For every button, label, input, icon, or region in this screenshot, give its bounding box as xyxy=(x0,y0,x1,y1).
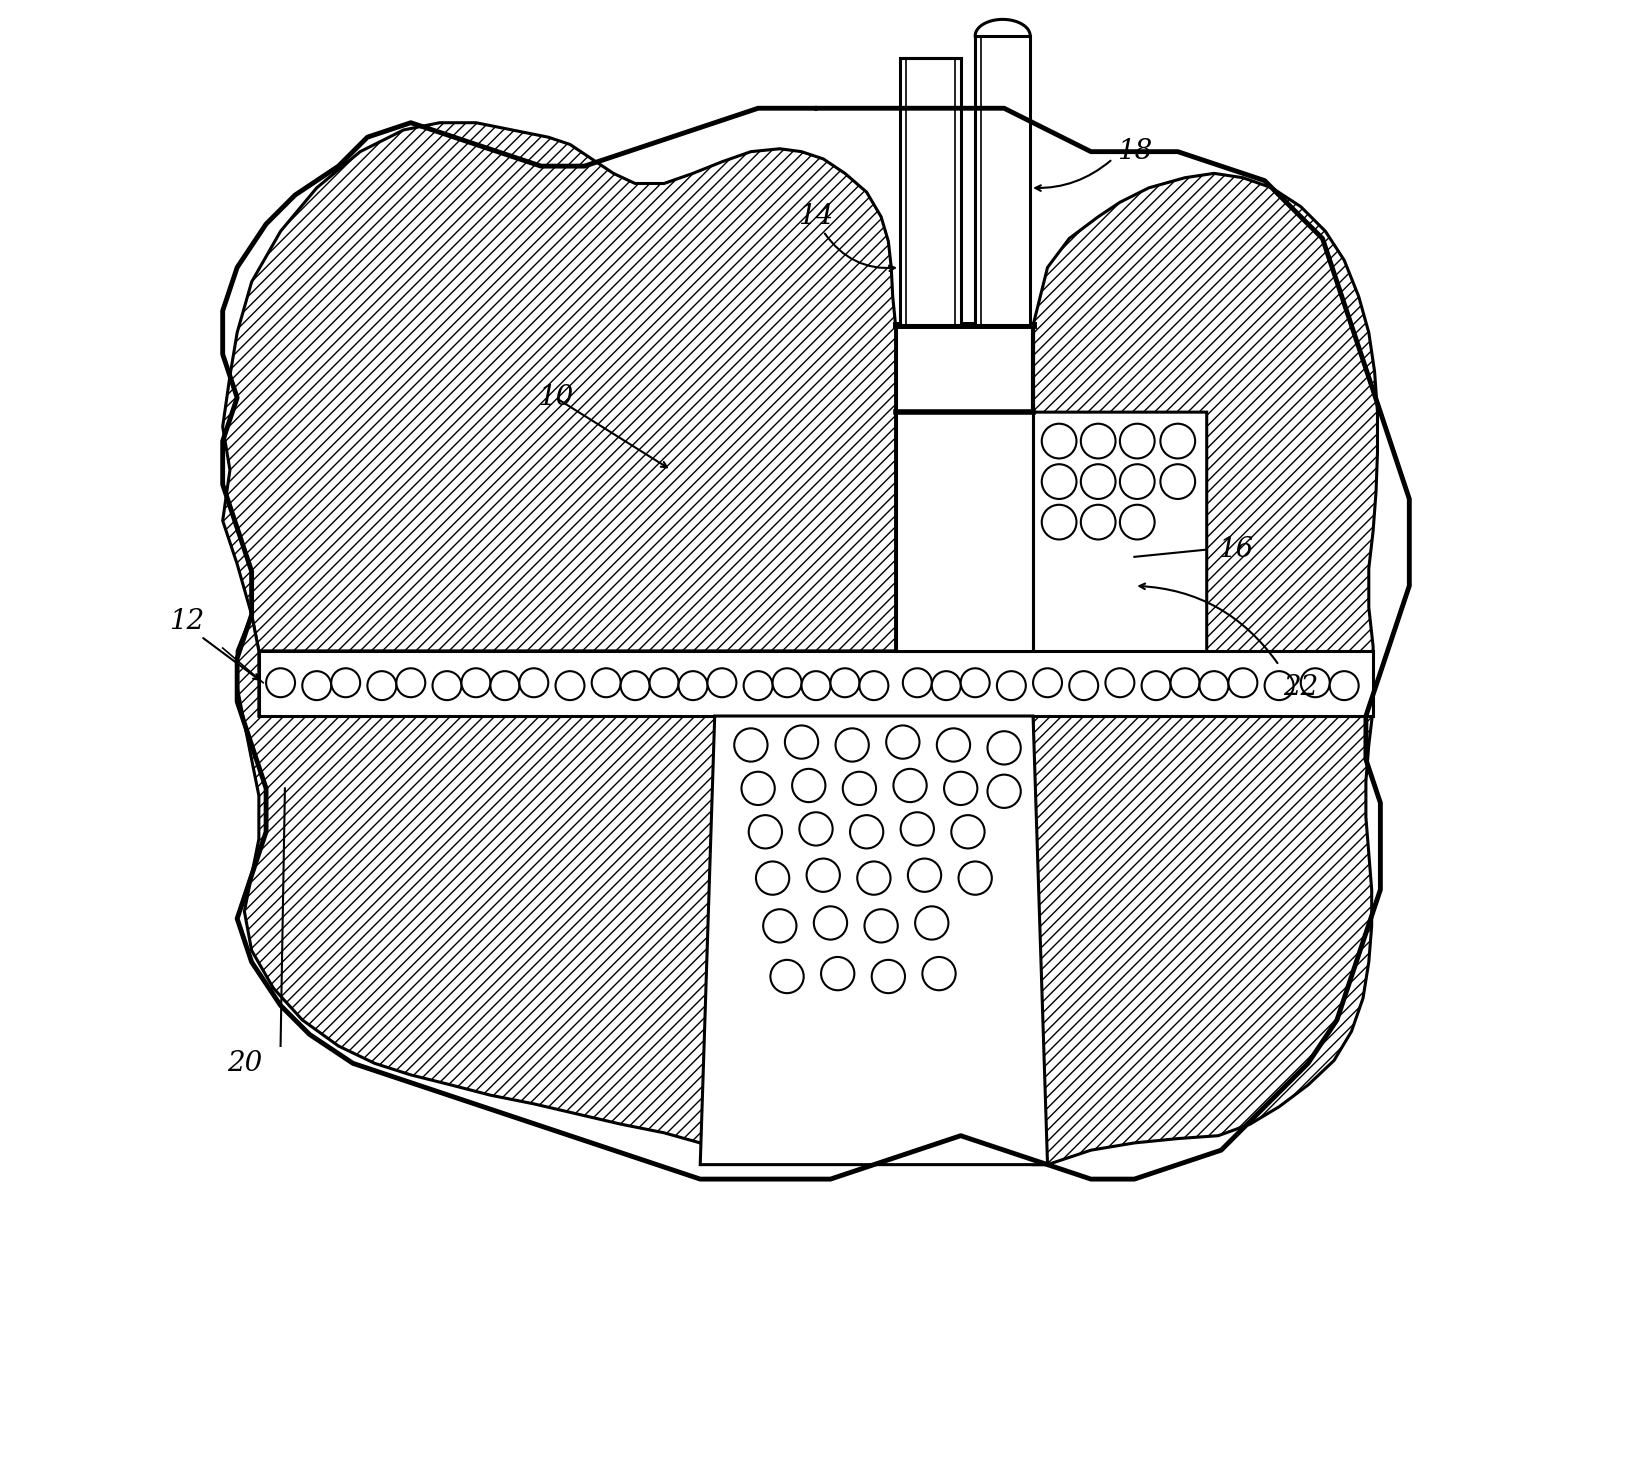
Circle shape xyxy=(831,668,860,697)
Polygon shape xyxy=(1033,174,1377,716)
Text: 10: 10 xyxy=(539,384,573,411)
Circle shape xyxy=(1120,504,1154,539)
Circle shape xyxy=(987,774,1020,808)
Circle shape xyxy=(958,862,992,894)
Circle shape xyxy=(772,668,801,697)
Circle shape xyxy=(922,957,956,991)
Circle shape xyxy=(397,668,426,697)
Circle shape xyxy=(555,671,584,700)
Circle shape xyxy=(764,909,796,942)
Polygon shape xyxy=(222,108,1410,1179)
Circle shape xyxy=(902,668,932,697)
Polygon shape xyxy=(896,326,1033,652)
Circle shape xyxy=(1041,465,1077,500)
Circle shape xyxy=(490,671,519,700)
Circle shape xyxy=(302,671,331,700)
Circle shape xyxy=(331,668,361,697)
Circle shape xyxy=(1301,668,1330,697)
Circle shape xyxy=(792,768,826,802)
Circle shape xyxy=(1120,424,1154,459)
Circle shape xyxy=(679,671,707,700)
Circle shape xyxy=(1160,424,1195,459)
Circle shape xyxy=(785,726,818,758)
Circle shape xyxy=(850,815,883,849)
Text: 22: 22 xyxy=(1283,674,1319,701)
Circle shape xyxy=(462,668,490,697)
Circle shape xyxy=(842,771,876,805)
Text: 12: 12 xyxy=(168,608,204,636)
Circle shape xyxy=(650,668,679,697)
Circle shape xyxy=(801,671,831,700)
Circle shape xyxy=(951,815,984,849)
Text: 18: 18 xyxy=(1116,139,1152,165)
Circle shape xyxy=(997,671,1027,700)
Circle shape xyxy=(1200,671,1229,700)
Polygon shape xyxy=(237,615,715,1164)
Circle shape xyxy=(916,906,948,939)
Circle shape xyxy=(756,862,790,894)
Circle shape xyxy=(893,768,927,802)
Polygon shape xyxy=(976,37,1030,326)
Circle shape xyxy=(707,668,736,697)
Circle shape xyxy=(987,730,1020,764)
Circle shape xyxy=(519,668,548,697)
Circle shape xyxy=(1160,465,1195,500)
Circle shape xyxy=(1041,424,1077,459)
Circle shape xyxy=(1033,668,1062,697)
Circle shape xyxy=(857,862,891,894)
Circle shape xyxy=(937,729,969,761)
Circle shape xyxy=(1041,504,1077,539)
Text: 14: 14 xyxy=(798,203,834,231)
Circle shape xyxy=(1229,668,1257,697)
Circle shape xyxy=(943,771,978,805)
Circle shape xyxy=(749,815,782,849)
Polygon shape xyxy=(1033,652,1373,1164)
Polygon shape xyxy=(259,652,1373,716)
Circle shape xyxy=(1069,671,1098,700)
Circle shape xyxy=(871,960,906,993)
Circle shape xyxy=(961,668,989,697)
Circle shape xyxy=(901,812,934,846)
Circle shape xyxy=(821,957,854,991)
Circle shape xyxy=(1265,671,1294,700)
Circle shape xyxy=(1170,668,1200,697)
Circle shape xyxy=(1080,504,1116,539)
Circle shape xyxy=(1080,465,1116,500)
Circle shape xyxy=(1330,671,1359,700)
Circle shape xyxy=(266,668,295,697)
Circle shape xyxy=(1120,465,1154,500)
Circle shape xyxy=(734,729,767,761)
Circle shape xyxy=(741,771,775,805)
Circle shape xyxy=(865,909,898,942)
Circle shape xyxy=(800,812,832,846)
Circle shape xyxy=(1080,424,1116,459)
Circle shape xyxy=(1105,668,1134,697)
Circle shape xyxy=(907,859,942,891)
Circle shape xyxy=(886,726,919,758)
Polygon shape xyxy=(222,123,896,716)
Circle shape xyxy=(932,671,961,700)
Polygon shape xyxy=(899,57,961,326)
Circle shape xyxy=(432,671,462,700)
Circle shape xyxy=(1142,671,1170,700)
Text: 16: 16 xyxy=(1217,536,1253,562)
Circle shape xyxy=(744,671,772,700)
Circle shape xyxy=(814,906,847,939)
Circle shape xyxy=(367,671,397,700)
Circle shape xyxy=(620,671,650,700)
Polygon shape xyxy=(700,716,1048,1164)
Circle shape xyxy=(806,859,840,891)
Circle shape xyxy=(770,960,803,993)
Circle shape xyxy=(836,729,868,761)
Circle shape xyxy=(860,671,888,700)
Text: 20: 20 xyxy=(227,1050,263,1077)
Circle shape xyxy=(592,668,620,697)
